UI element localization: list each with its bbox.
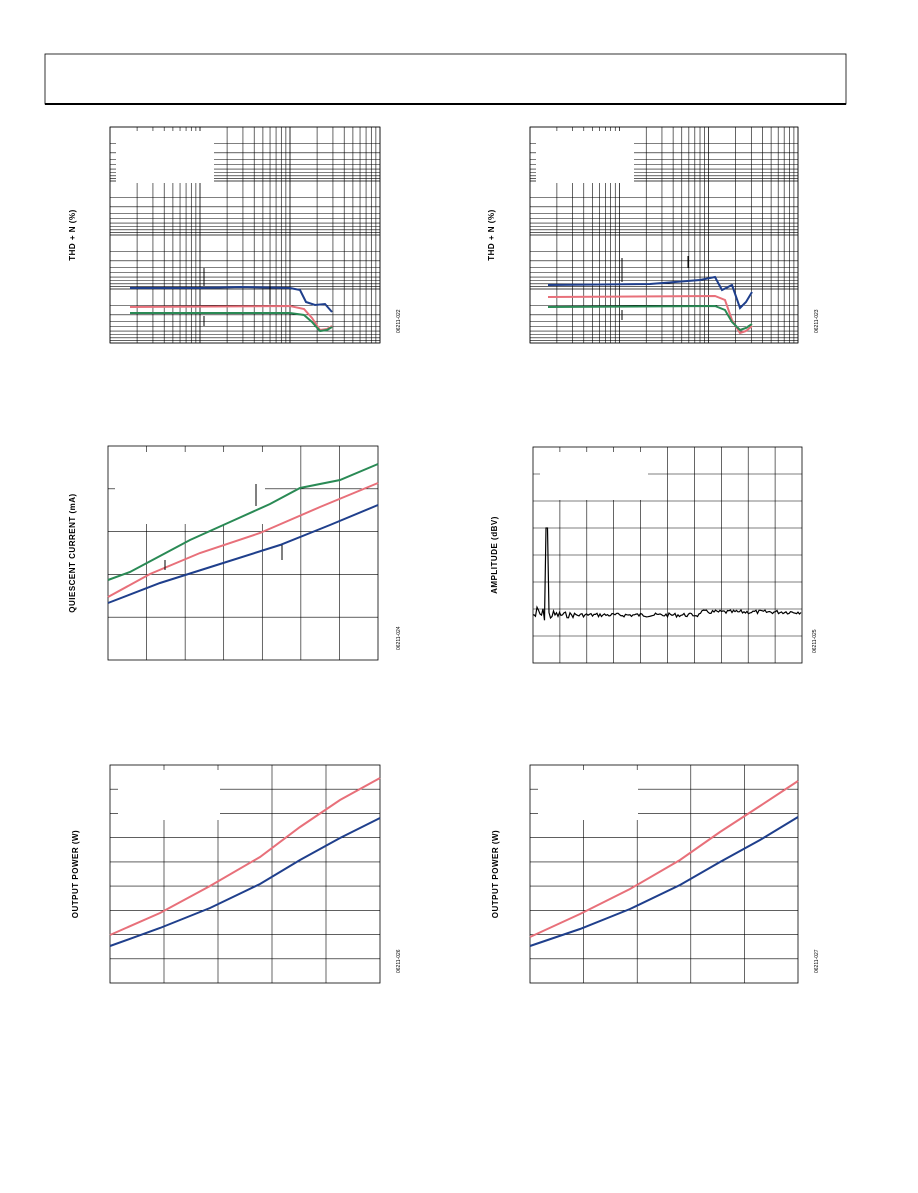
curves xyxy=(107,275,802,947)
curve xyxy=(130,285,333,313)
y-axis-label: AMPLITUDE (dBV) xyxy=(490,516,499,594)
legend-area xyxy=(536,131,634,183)
grids xyxy=(107,126,803,984)
curve xyxy=(529,816,799,947)
plot-frame xyxy=(109,764,381,984)
curve xyxy=(109,817,381,947)
curve xyxy=(547,304,753,332)
curve xyxy=(107,482,379,598)
plot-frame xyxy=(529,764,799,984)
curve xyxy=(130,312,333,333)
figure-code: 06211-023 xyxy=(814,309,820,333)
labels: THD + N (%) 06211-022 THD + N (%) 06211-023… xyxy=(68,209,820,973)
spectrum xyxy=(532,527,802,621)
y-axis-label: OUTPUT POWER (W) xyxy=(491,830,500,918)
curve xyxy=(107,504,379,604)
plot-frame xyxy=(109,126,381,344)
curve xyxy=(107,463,379,581)
figure-code: 06211-025 xyxy=(812,629,818,653)
plot-frame xyxy=(529,126,799,344)
figure-code: 06211-024 xyxy=(396,626,402,650)
header-box xyxy=(44,53,847,105)
y-axis-label: OUTPUT POWER (W) xyxy=(71,830,80,918)
y-axis-label: THD + N (%) xyxy=(68,209,77,261)
legend-area xyxy=(116,131,214,183)
y-axis-label: QUIESCENT CURRENT (mA) xyxy=(68,493,77,612)
plot-frame xyxy=(107,445,379,661)
legend-area xyxy=(540,452,648,500)
curve xyxy=(547,275,753,310)
y-axis-label: THD + N (%) xyxy=(487,209,496,261)
figure-code: 06211-027 xyxy=(814,949,820,973)
arrows xyxy=(164,256,689,570)
legend-area xyxy=(118,770,220,820)
curve xyxy=(109,777,381,936)
legend-area xyxy=(115,452,265,524)
plot-frame xyxy=(532,446,803,664)
figure-code: 06211-022 xyxy=(396,309,402,333)
curve xyxy=(529,780,799,938)
figure-code: 06211-026 xyxy=(396,949,402,973)
curve xyxy=(547,294,753,335)
legend-area xyxy=(538,770,638,820)
curve xyxy=(129,304,333,332)
